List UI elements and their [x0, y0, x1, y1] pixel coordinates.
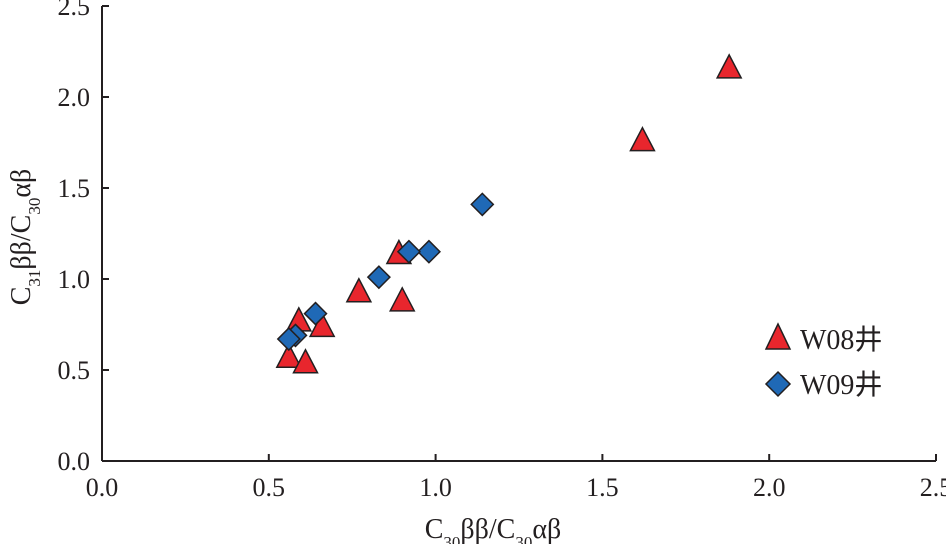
x-tick-label: 1.5 — [586, 473, 619, 502]
data-point-w08 — [275, 342, 303, 369]
data-point-w09 — [416, 239, 441, 264]
x-ticks: 0.0 0.5 1.0 1.5 2.0 2.5 — [86, 454, 946, 502]
x-axis-title: C30ββ/C30αβ — [425, 514, 562, 544]
legend-label-w09: W09井 — [800, 369, 882, 401]
y-tick-label: 0.5 — [58, 356, 91, 385]
x-tick-label: 0.0 — [86, 473, 119, 502]
data-point-w08 — [389, 286, 416, 312]
data-point-w09 — [303, 301, 328, 326]
x-tick-label: 2.0 — [753, 473, 786, 502]
data-point-w09 — [470, 192, 495, 217]
data-point-w08 — [715, 53, 743, 79]
data-point-w09 — [366, 265, 391, 290]
y-tick-label: 2.5 — [58, 0, 91, 21]
data-point-w09 — [396, 239, 421, 264]
legend-label-w08: W08井 — [800, 324, 882, 356]
data-points — [275, 53, 743, 374]
y-tick-label: 1.0 — [58, 265, 91, 294]
legend-triangle-marker — [764, 322, 792, 350]
legend-diamond-marker — [764, 370, 792, 398]
y-ticks: 0.0 0.5 1.0 1.5 2.0 2.5 — [58, 0, 109, 476]
data-point-w08 — [345, 277, 373, 303]
legend: W08井 W09井 — [764, 322, 882, 401]
x-tick-label: 0.5 — [253, 473, 286, 502]
x-tick-label: 1.0 — [419, 473, 452, 502]
data-point-w08 — [292, 348, 319, 374]
y-tick-label: 2.0 — [58, 83, 91, 112]
data-point-w08 — [629, 126, 656, 152]
y-tick-label: 0.0 — [58, 447, 91, 476]
y-tick-label: 1.5 — [58, 174, 91, 203]
y-axis-title: C31ββ/C30αβ — [6, 169, 44, 306]
data-point-w09 — [276, 326, 301, 352]
x-tick-label: 2.5 — [920, 473, 946, 502]
axes — [101, 6, 936, 462]
